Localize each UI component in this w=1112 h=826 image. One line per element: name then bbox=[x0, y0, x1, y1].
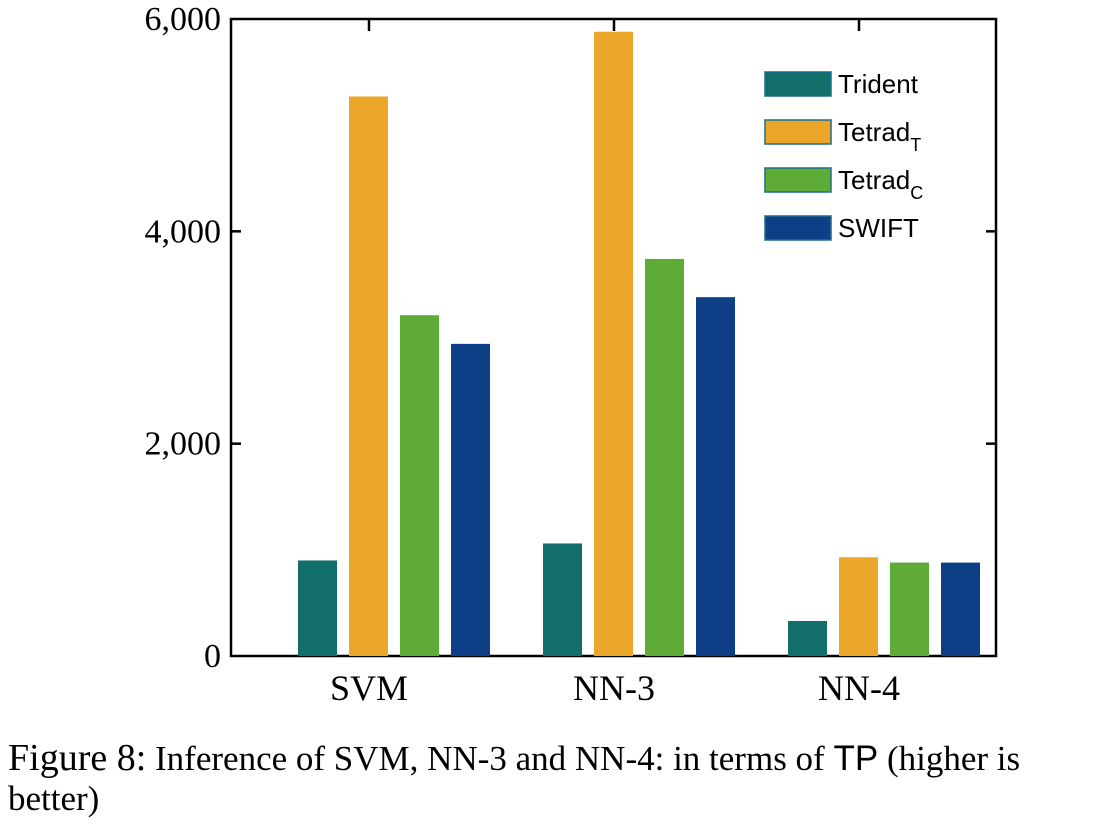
bar bbox=[543, 543, 582, 656]
y-tick-label: 2,000 bbox=[145, 426, 222, 463]
bar bbox=[941, 562, 980, 656]
bar bbox=[696, 297, 735, 656]
bar bbox=[400, 315, 439, 656]
y-tick-label: 0 bbox=[204, 638, 221, 675]
legend-swatch bbox=[764, 167, 832, 193]
legend-label: Trident bbox=[838, 69, 919, 99]
legend-swatch bbox=[764, 71, 832, 97]
bar bbox=[788, 620, 827, 656]
legend-label: SWIFT bbox=[838, 213, 919, 243]
figure-label: Figure 8: bbox=[8, 737, 147, 779]
x-category-label: SVM bbox=[330, 668, 408, 708]
legend-swatch bbox=[764, 215, 832, 241]
caption-text: Inference of SVM, NN-3 and NN-4: in term… bbox=[146, 739, 834, 778]
bar bbox=[890, 562, 929, 656]
legend-label: TetradC bbox=[838, 165, 923, 203]
figure-caption: Figure 8: Inference of SVM, NN-3 and NN-… bbox=[8, 738, 1108, 819]
x-category-label: NN-4 bbox=[818, 668, 900, 708]
x-category-label: NN-3 bbox=[573, 668, 655, 708]
bar bbox=[839, 557, 878, 656]
bar bbox=[645, 258, 684, 656]
legend-swatch bbox=[764, 119, 832, 145]
y-tick-label: 6,000 bbox=[145, 1, 222, 38]
bar-chart: 0 2,000 4,000 6,000 SVM NN-3 NN-4 Trident Tetrad… bbox=[145, 1, 998, 708]
bar bbox=[594, 31, 633, 657]
bar bbox=[349, 96, 388, 657]
caption-tp: TP bbox=[833, 739, 879, 778]
caption-text-end: (higher is better) bbox=[8, 739, 1021, 818]
y-tick-label: 4,000 bbox=[145, 213, 222, 250]
bar bbox=[298, 560, 337, 656]
bar bbox=[451, 343, 490, 656]
legend-label: TetradT bbox=[838, 117, 921, 155]
